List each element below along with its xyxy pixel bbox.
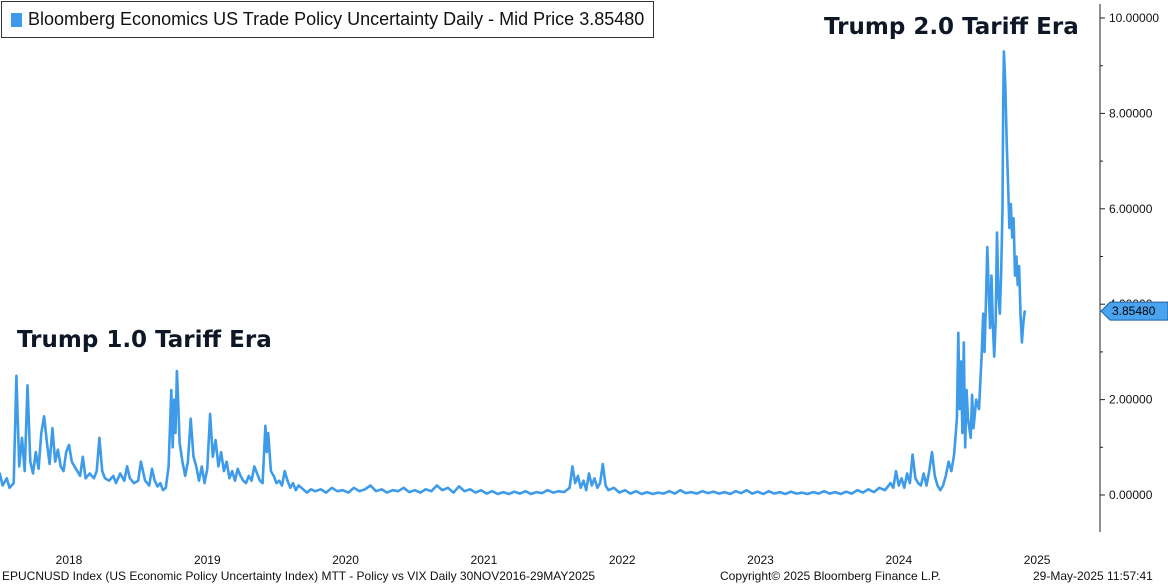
series-line xyxy=(0,50,1026,496)
legend: Bloomberg Economics US Trade Policy Unce… xyxy=(1,1,655,38)
annotation-trump-1: Trump 1.0 Tariff Era xyxy=(17,327,272,353)
x-axis: 2018 2019 2020 2021 2022 2023 2024 2025 xyxy=(56,553,1051,567)
y-axis: 0.000002.000004.000006.000008.0000010.00… xyxy=(1099,4,1159,532)
x-tick-label: 2021 xyxy=(471,553,498,567)
last-value-label: 3.85480 xyxy=(1112,304,1156,318)
x-tick-label: 2018 xyxy=(56,553,83,567)
y-tick-label: 10.00000 xyxy=(1109,11,1159,25)
legend-label: Bloomberg Economics US Trade Policy Unce… xyxy=(28,9,645,29)
last-value-marker: 3.85480 xyxy=(1100,301,1168,321)
y-tick-label: 8.00000 xyxy=(1109,106,1153,120)
plot-area xyxy=(0,50,1026,496)
x-tick-label: 2024 xyxy=(885,553,912,567)
x-tick-label: 2019 xyxy=(194,553,221,567)
footer-timestamp: 29-May-2025 11:57:41 xyxy=(1033,569,1153,583)
y-tick-label: 2.00000 xyxy=(1109,393,1153,407)
legend-swatch xyxy=(11,12,22,27)
x-tick-label: 2025 xyxy=(1024,553,1051,567)
x-tick-label: 2022 xyxy=(609,553,636,567)
annotation-trump-2: Trump 2.0 Tariff Era xyxy=(824,14,1079,40)
y-tick-label: 6.00000 xyxy=(1109,202,1153,216)
x-tick-label: 2020 xyxy=(332,553,359,567)
footer-copyright: Copyright© 2025 Bloomberg Finance L.P. xyxy=(720,569,941,583)
y-tick-label: 0.00000 xyxy=(1109,488,1153,502)
x-tick-label: 2023 xyxy=(747,553,774,567)
footer-source: EPUCNUSD Index (US Economic Policy Uncer… xyxy=(2,569,596,583)
last-value-badge xyxy=(1100,301,1168,321)
